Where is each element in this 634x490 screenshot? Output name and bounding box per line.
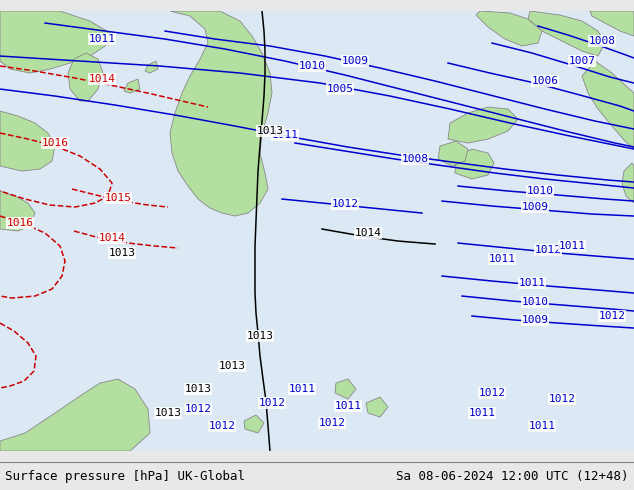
Text: 1011: 1011 (89, 34, 115, 44)
Polygon shape (366, 397, 388, 417)
Text: 1011: 1011 (288, 384, 316, 394)
Polygon shape (0, 111, 55, 171)
Text: 1007: 1007 (569, 56, 595, 66)
Text: 1011: 1011 (271, 130, 299, 140)
Polygon shape (455, 149, 494, 179)
Text: 1012: 1012 (318, 418, 346, 428)
Text: 1011: 1011 (335, 401, 361, 411)
Text: 1012: 1012 (548, 394, 576, 404)
Text: 1010: 1010 (522, 297, 548, 307)
Text: 1011: 1011 (469, 408, 496, 418)
Polygon shape (68, 53, 103, 101)
Text: 1013: 1013 (219, 361, 245, 371)
Text: 1008: 1008 (588, 36, 616, 46)
Text: 1013: 1013 (155, 408, 181, 418)
Polygon shape (582, 61, 634, 149)
Polygon shape (0, 379, 150, 451)
Polygon shape (438, 141, 468, 166)
Text: 1009: 1009 (522, 202, 548, 212)
Polygon shape (244, 415, 264, 433)
Text: 1009: 1009 (522, 315, 548, 325)
Text: 1014: 1014 (89, 74, 115, 84)
Polygon shape (335, 379, 356, 399)
Polygon shape (124, 79, 140, 93)
Polygon shape (0, 191, 35, 231)
Polygon shape (0, 11, 110, 73)
Text: 1011: 1011 (489, 254, 515, 264)
Text: 1013: 1013 (108, 248, 136, 258)
Text: 1011: 1011 (519, 278, 545, 288)
Text: 1008: 1008 (401, 154, 429, 164)
Polygon shape (448, 107, 518, 143)
Polygon shape (622, 163, 634, 203)
Text: 1012: 1012 (259, 398, 285, 408)
Text: 1009: 1009 (342, 56, 368, 66)
Text: 1010: 1010 (526, 186, 553, 196)
Polygon shape (476, 11, 542, 46)
Text: 1013: 1013 (257, 126, 283, 136)
Polygon shape (528, 11, 605, 56)
Text: 1010: 1010 (299, 61, 325, 71)
Text: 1014: 1014 (354, 228, 382, 238)
Text: 1016: 1016 (41, 138, 68, 148)
Text: 1006: 1006 (531, 76, 559, 86)
Text: Sa 08-06-2024 12:00 UTC (12+48): Sa 08-06-2024 12:00 UTC (12+48) (396, 470, 629, 483)
Text: 1013: 1013 (247, 331, 273, 341)
Text: 1014: 1014 (98, 233, 126, 243)
Text: 1011: 1011 (529, 421, 555, 431)
Text: 1011: 1011 (559, 241, 586, 251)
Polygon shape (145, 61, 158, 73)
Text: 1012: 1012 (209, 421, 235, 431)
Text: 1012: 1012 (332, 199, 358, 209)
Text: 1016: 1016 (6, 218, 34, 228)
Text: Surface pressure [hPa] UK-Global: Surface pressure [hPa] UK-Global (5, 470, 245, 483)
Text: 1012: 1012 (184, 404, 212, 414)
Text: 1005: 1005 (327, 84, 354, 94)
Text: 1013: 1013 (184, 384, 212, 394)
Text: 1012: 1012 (534, 245, 562, 255)
Polygon shape (170, 11, 272, 216)
Polygon shape (590, 11, 634, 36)
Text: 1015: 1015 (105, 193, 131, 203)
Text: 1012: 1012 (479, 388, 505, 398)
Text: 1012: 1012 (598, 311, 626, 321)
